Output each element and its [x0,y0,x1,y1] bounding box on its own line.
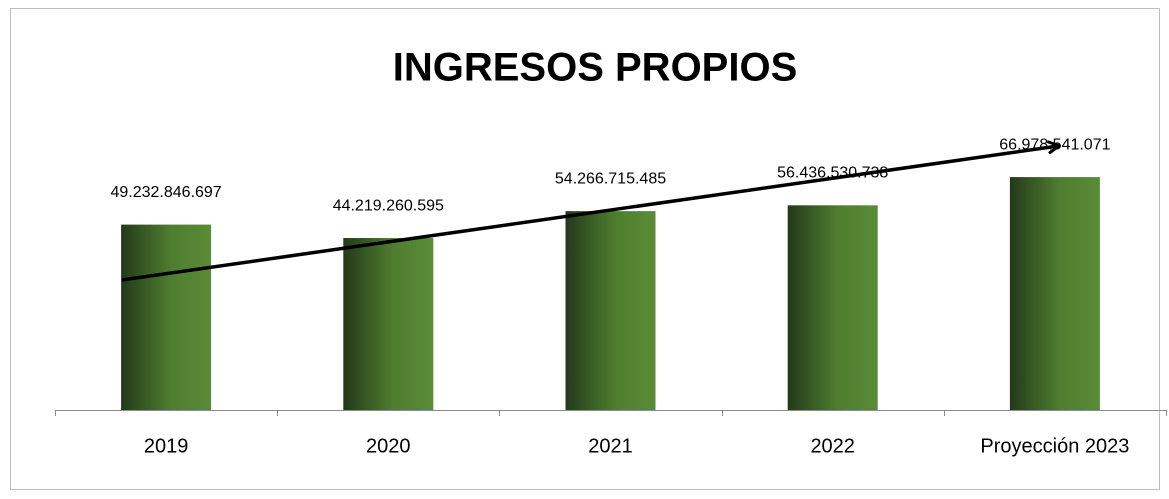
value-label: 44.219.260.595 [333,197,444,214]
x-tick-label: 2020 [366,435,411,457]
x-tick-label: Proyección 2023 [980,435,1129,457]
bar [787,205,878,410]
bar [565,211,656,410]
value-label: 56.436.530.738 [777,165,888,182]
bar [121,224,212,410]
trend-arrow [121,146,1058,282]
value-label: 54.266.715.485 [555,170,666,187]
chart-title: INGRESOS PROPIOS [393,46,798,90]
bar [1009,177,1100,410]
bar [343,238,434,410]
x-tick-label: 2021 [588,435,633,457]
x-tick-label: 2022 [810,435,855,457]
x-tick-label: 2019 [144,435,189,457]
value-label: 49.232.846.697 [110,184,221,201]
